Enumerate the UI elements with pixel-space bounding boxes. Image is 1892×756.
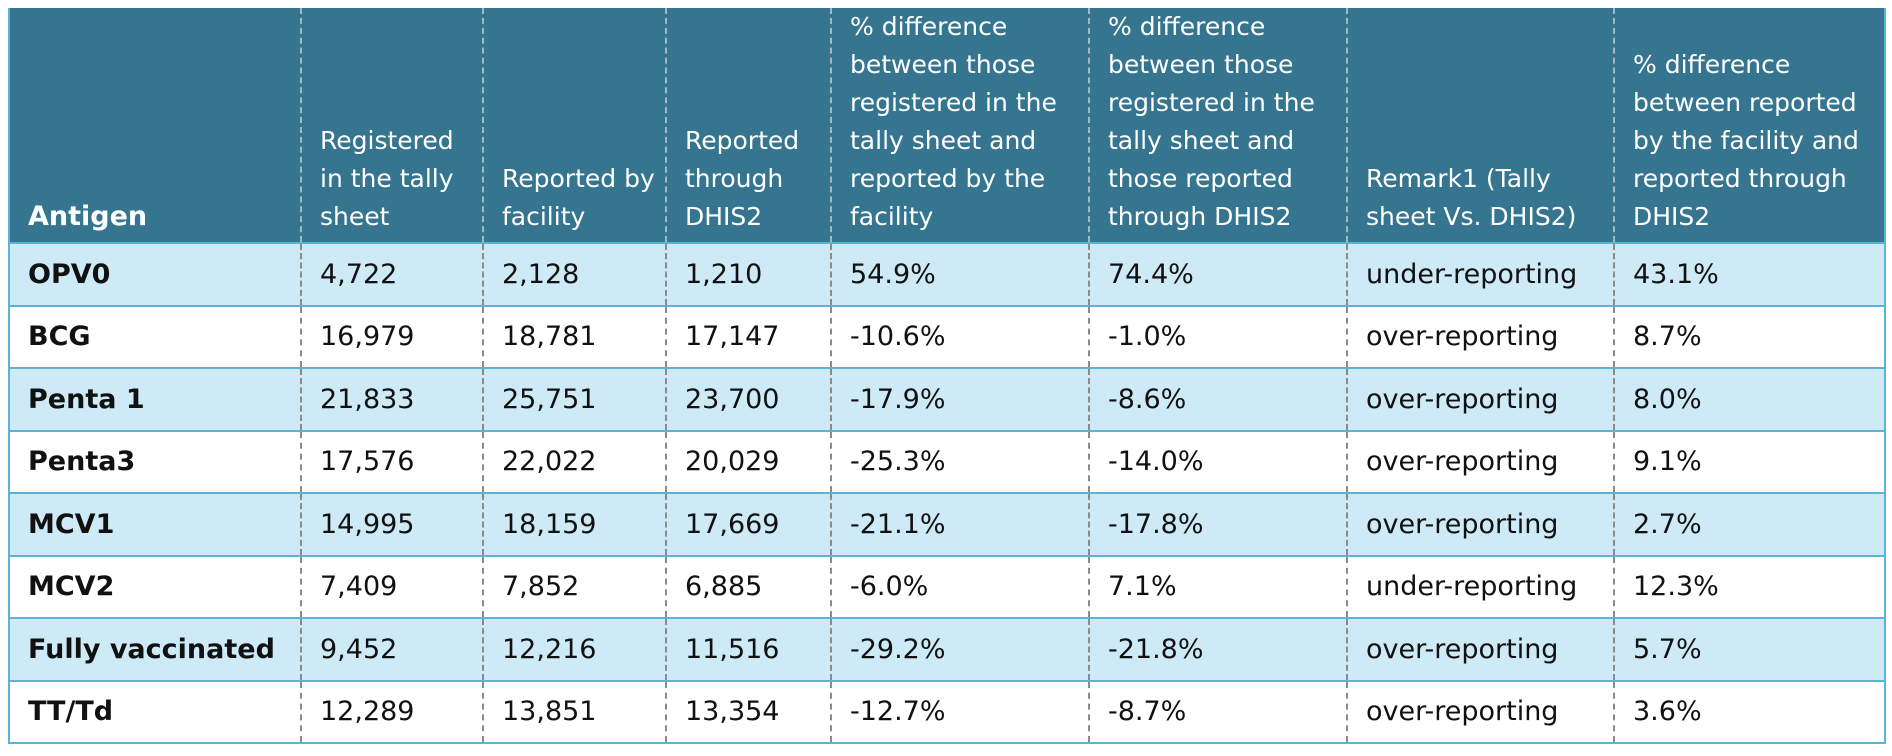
table-row: Penta3 17,576 22,022 20,029 -25.3% -14.0% over… [9,430,1885,494]
cell-registered-tally: 12,289 [300,680,483,744]
cell-reported-facility: 13,851 [482,680,666,744]
table-row: TT/Td 12,289 13,851 13,354 -12.7% -8.7% over-r… [9,680,1885,744]
table-row: Fully vaccinated 9,452 12,216 11,516 -29.2% -… [9,618,1885,682]
cell-diff-tally-dhis2: -17.8% [1088,493,1347,557]
cell-antigen: MCV2 [9,555,301,619]
header-diff-tally-facility: % difference between those registered in… [830,8,1089,243]
cell-diff-facility-dhis2: 9.1% [1613,430,1885,494]
cell-reported-facility: 7,852 [482,555,666,619]
cell-diff-tally-dhis2: -14.0% [1088,430,1347,494]
data-table-container: Antigen Registered in the tally sheet Re… [8,8,1886,744]
cell-diff-facility-dhis2: 12.3% [1613,555,1885,619]
cell-reported-dhis2: 11,516 [665,618,831,682]
cell-diff-tally-dhis2: -8.7% [1088,680,1347,744]
cell-registered-tally: 16,979 [300,305,483,369]
header-reported-facility: Reported by facility [482,8,666,243]
cell-reported-facility: 2,128 [482,242,666,307]
cell-diff-tally-dhis2: -1.0% [1088,305,1347,369]
cell-diff-facility-dhis2: 8.0% [1613,368,1885,432]
cell-registered-tally: 17,576 [300,430,483,494]
cell-registered-tally: 4,722 [300,242,483,307]
cell-diff-tally-facility: -21.1% [830,493,1089,557]
cell-registered-tally: 14,995 [300,493,483,557]
cell-diff-facility-dhis2: 8.7% [1613,305,1885,369]
header-row: Antigen Registered in the tally sheet Re… [9,8,1885,243]
cell-remark: over-reporting [1346,368,1614,432]
cell-registered-tally: 21,833 [300,368,483,432]
cell-reported-dhis2: 17,147 [665,305,831,369]
header-antigen: Antigen [9,8,301,243]
cell-reported-dhis2: 20,029 [665,430,831,494]
header-diff-tally-dhis2: % difference between those registered in… [1088,8,1347,243]
cell-diff-tally-dhis2: -8.6% [1088,368,1347,432]
cell-diff-facility-dhis2: 43.1% [1613,242,1885,307]
cell-antigen: Penta3 [9,430,301,494]
cell-diff-tally-dhis2: -21.8% [1088,618,1347,682]
cell-diff-tally-facility: -25.3% [830,430,1089,494]
cell-reported-dhis2: 13,354 [665,680,831,744]
cell-diff-tally-facility: 54.9% [830,242,1089,307]
table-header: Antigen Registered in the tally sheet Re… [9,8,1885,243]
cell-diff-tally-facility: -6.0% [830,555,1089,619]
cell-reported-dhis2: 1,210 [665,242,831,307]
cell-antigen: BCG [9,305,301,369]
cell-antigen: MCV1 [9,493,301,557]
cell-antigen: TT/Td [9,680,301,744]
cell-reported-facility: 12,216 [482,618,666,682]
cell-registered-tally: 9,452 [300,618,483,682]
cell-reported-dhis2: 17,669 [665,493,831,557]
cell-reported-facility: 25,751 [482,368,666,432]
table-row: OPV0 4,722 2,128 1,210 54.9% 74.4% under-repor… [9,242,1885,307]
cell-registered-tally: 7,409 [300,555,483,619]
cell-reported-dhis2: 23,700 [665,368,831,432]
cell-remark: under-reporting [1346,242,1614,307]
cell-reported-facility: 18,159 [482,493,666,557]
cell-antigen: Penta 1 [9,368,301,432]
antigen-data-table: Antigen Registered in the tally sheet Re… [8,8,1886,744]
table-body: OPV0 4,722 2,128 1,210 54.9% 74.4% under-repor… [9,242,1885,744]
cell-remark: over-reporting [1346,680,1614,744]
header-reported-dhis2: Reported through DHIS2 [665,8,831,243]
cell-diff-facility-dhis2: 5.7% [1613,618,1885,682]
cell-diff-tally-facility: -12.7% [830,680,1089,744]
cell-diff-facility-dhis2: 3.6% [1613,680,1885,744]
table-row: BCG 16,979 18,781 17,147 -10.6% -1.0% over-rep… [9,305,1885,369]
cell-remark: over-reporting [1346,305,1614,369]
cell-antigen: Fully vaccinated [9,618,301,682]
header-diff-facility-dhis2: % difference between reported by the fac… [1613,8,1885,243]
cell-reported-dhis2: 6,885 [665,555,831,619]
header-registered-tally: Registered in the tally sheet [300,8,483,243]
cell-remark: over-reporting [1346,430,1614,494]
cell-diff-tally-dhis2: 7.1% [1088,555,1347,619]
cell-reported-facility: 22,022 [482,430,666,494]
cell-diff-tally-facility: -29.2% [830,618,1089,682]
cell-diff-tally-facility: -17.9% [830,368,1089,432]
cell-remark: over-reporting [1346,493,1614,557]
cell-diff-tally-facility: -10.6% [830,305,1089,369]
cell-remark: over-reporting [1346,618,1614,682]
cell-diff-tally-dhis2: 74.4% [1088,242,1347,307]
cell-reported-facility: 18,781 [482,305,666,369]
header-remark: Remark1 (Tally sheet Vs. DHIS2) [1346,8,1614,243]
cell-remark: under-reporting [1346,555,1614,619]
table-row: MCV1 14,995 18,159 17,669 -21.1% -17.8% over-r… [9,493,1885,557]
cell-antigen: OPV0 [9,242,301,307]
table-row: MCV2 7,409 7,852 6,885 -6.0% 7.1% under-report… [9,555,1885,619]
cell-diff-facility-dhis2: 2.7% [1613,493,1885,557]
table-row: Penta 1 21,833 25,751 23,700 -17.9% -8.6% over… [9,368,1885,432]
